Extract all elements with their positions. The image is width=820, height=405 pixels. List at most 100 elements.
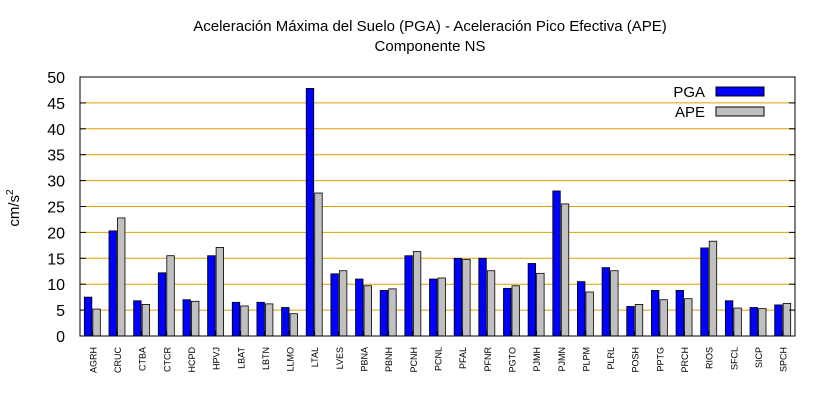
bar-pga-pcnh xyxy=(404,255,413,337)
x-tick-label: PCNL xyxy=(434,347,444,371)
bar-ape-posh xyxy=(634,304,644,337)
x-tick-label: LVES xyxy=(335,347,345,369)
bar-pga-llmo xyxy=(281,307,290,337)
bar-ape-plrl xyxy=(610,270,619,337)
y-axis-label-superscript: 2 xyxy=(5,189,16,195)
x-tick-label: PJMN xyxy=(557,347,567,372)
bar-pga-hcpd xyxy=(182,299,191,337)
x-tick-label: LBTN xyxy=(261,347,271,370)
x-tick-label: LTAL xyxy=(310,347,320,367)
bar-pga-cruc xyxy=(108,230,117,337)
y-axis-label-text: cm/s xyxy=(6,195,23,227)
bar-pga-lves xyxy=(330,273,339,337)
x-tick-label: LBAT xyxy=(236,347,246,369)
bar-ape-llmo xyxy=(289,313,298,337)
bar-pga-pjmh xyxy=(527,263,537,337)
bar-ape-pfal xyxy=(462,258,471,337)
legend-swatch-pga xyxy=(715,86,765,97)
bar-ape-sfcl xyxy=(733,307,742,337)
x-tick-label: PLRL xyxy=(606,347,616,370)
bar-pga-pbnh xyxy=(379,290,389,337)
y-tick-label: 5 xyxy=(56,303,65,320)
bar-pga-pjmn xyxy=(552,190,561,337)
x-tick-label: HCPD xyxy=(187,347,197,373)
bar-ape-pgto xyxy=(511,285,520,337)
bar-pga-ctcr xyxy=(157,272,167,337)
legend-label-pga: PGA xyxy=(673,84,705,101)
bar-pga-spch xyxy=(774,304,783,337)
bar-pga-pgto xyxy=(503,287,512,337)
bar-ape-lves xyxy=(338,270,348,337)
bar-ape-pfnr xyxy=(486,270,496,337)
y-tick-label: 50 xyxy=(47,70,65,87)
y-tick-label: 25 xyxy=(47,200,65,217)
bar-pga-hpvj xyxy=(207,255,216,337)
y-tick-label: 0 xyxy=(56,329,65,346)
bar-ape-pjmn xyxy=(560,203,570,337)
bar-ape-pbna xyxy=(363,285,372,337)
x-tick-label: AGRH xyxy=(88,347,98,373)
x-tick-label: PBNA xyxy=(360,347,370,372)
bar-pga-sfcl xyxy=(724,300,734,337)
x-tick-label: CTBA xyxy=(138,347,148,371)
bar-pga-pbna xyxy=(355,278,364,337)
bar-ape-sicp xyxy=(758,308,767,337)
bar-pga-lbat xyxy=(231,301,241,337)
bar-pga-ltal xyxy=(305,87,315,337)
bar-pga-plrl xyxy=(601,267,610,337)
bar-ape-lbtn xyxy=(265,303,274,337)
x-tick-label: PFNR xyxy=(483,346,493,371)
bar-ape-pcnh xyxy=(412,251,422,337)
bar-ape-lbat xyxy=(240,305,249,337)
bar-ape-ltal xyxy=(314,192,323,337)
y-tick-label: 15 xyxy=(47,251,65,268)
bars xyxy=(83,87,792,337)
legend-label-ape: APE xyxy=(675,104,705,121)
y-tick-label: 20 xyxy=(47,225,65,242)
bar-ape-agrh xyxy=(92,308,101,337)
x-tick-label: PRCH xyxy=(680,347,690,373)
axes xyxy=(79,76,796,337)
x-tick-label: SICP xyxy=(754,347,764,368)
bar-ape-pjmh xyxy=(536,272,545,337)
bar-pga-plpm xyxy=(577,281,586,337)
bar-pga-posh xyxy=(626,306,635,337)
bar-ape-plpm xyxy=(585,291,594,337)
bar-ape-rios xyxy=(708,240,718,337)
y-tick-labels: 0 5 10 15 20 25 30 35 40 45 50 xyxy=(47,70,65,346)
x-tick-label: PFAL xyxy=(458,347,468,369)
bar-pga-pfnr xyxy=(478,257,487,337)
bar-pga-pcnl xyxy=(429,278,438,337)
bar-pga-rios xyxy=(700,247,709,337)
bar-pga-pptg xyxy=(650,290,660,337)
x-tick-labels: AGRH CRUC CTBA CTCR HCPD HPVJ LBAT LBTN LLMO LTAL… xyxy=(88,346,788,373)
bar-ape-pbnh xyxy=(388,288,397,337)
legend: PGA APE xyxy=(673,84,765,121)
bar-ape-ctba xyxy=(141,304,151,337)
bar-ape-pptg xyxy=(659,299,668,337)
legend-swatch-ape xyxy=(715,106,765,117)
plot-frame xyxy=(79,76,796,337)
y-tick-label: 45 xyxy=(47,96,65,113)
x-tick-label: PCNH xyxy=(409,347,419,373)
x-tick-label: PLPM xyxy=(581,347,591,372)
bar-ape-spch xyxy=(782,302,792,337)
x-tick-label: PPTG xyxy=(655,347,665,372)
bar-ape-cruc xyxy=(117,217,126,337)
bar-ape-hpvj xyxy=(215,247,225,337)
chart-title-line2: Componente NS xyxy=(375,38,486,55)
bar-pga-lbtn xyxy=(256,301,265,337)
x-tick-label: POSH xyxy=(631,347,641,373)
x-tick-label: HPVJ xyxy=(212,347,222,370)
bar-ape-hcpd xyxy=(191,300,200,337)
bar-pga-sicp xyxy=(749,307,758,337)
bar-pga-agrh xyxy=(83,296,93,337)
y-tick-label: 35 xyxy=(47,148,65,165)
bar-pga-pfal xyxy=(453,257,463,337)
bar-ape-pcnl xyxy=(437,277,446,337)
x-tick-label: PBNH xyxy=(384,347,394,372)
y-axis-label: cm/s2 xyxy=(5,189,23,227)
x-tick-label: CRUC xyxy=(113,347,123,373)
